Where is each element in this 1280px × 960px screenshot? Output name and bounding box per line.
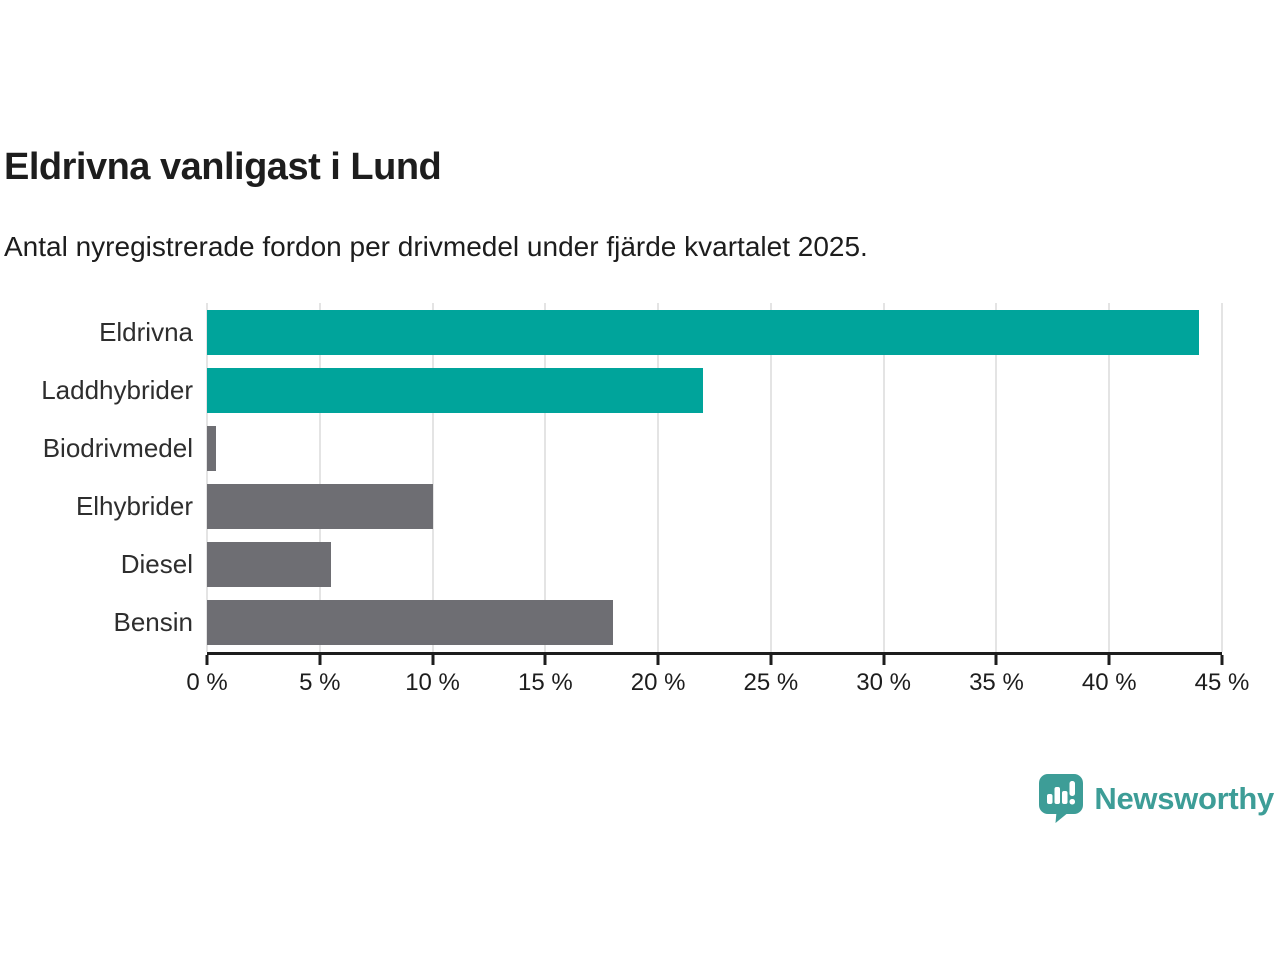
y-axis-label: Bensin <box>113 607 194 638</box>
gridline <box>206 303 208 652</box>
gridline <box>1108 303 1111 652</box>
x-axis-tick <box>318 655 322 665</box>
plot-area: 0 % 5 % 10 % 15 % 20 % 25 % 30 % 35 % 40 % 45 % <box>186 303 1249 696</box>
gridline <box>318 303 321 652</box>
gridline <box>1221 303 1223 652</box>
x-axis-tick-label: 20 % <box>630 669 686 696</box>
y-axis-label: Biodrivmedel <box>42 432 193 463</box>
y-axis-label: Elhybrider <box>75 491 193 522</box>
x-axis-tick-label: 10 % <box>405 669 460 696</box>
chart-title: Eldrivna vanligast i Lund <box>4 146 442 188</box>
bar-biodrivmedel <box>207 425 217 471</box>
x-axis-tick <box>543 655 547 665</box>
x-axis-tick <box>656 655 660 665</box>
x-axis-tick <box>994 655 998 665</box>
bar-diesel <box>207 542 332 588</box>
x-axis-tick-label: 30 % <box>856 669 912 696</box>
x-axis-tick <box>431 655 435 665</box>
y-axis-label: Eldrivna <box>99 316 193 347</box>
bar-elhybrider <box>207 484 433 530</box>
x-axis-tick <box>882 655 886 665</box>
y-axis-label: Diesel <box>120 549 193 580</box>
bar-laddhybrider <box>207 367 704 413</box>
x-axis-tick <box>205 655 209 665</box>
gridline <box>657 303 660 652</box>
x-axis-tick <box>769 655 773 665</box>
bar-bensin <box>207 600 613 646</box>
gridline <box>769 303 772 652</box>
x-axis-tick-label: 0 % <box>186 669 228 696</box>
x-axis-tick <box>1220 655 1224 665</box>
chart-subtitle: Antal nyregistrerade fordon per drivmede… <box>4 231 868 262</box>
x-axis-tick-label: 5 % <box>299 669 341 696</box>
gridline <box>544 303 547 652</box>
x-axis-tick-label: 40 % <box>1081 669 1137 696</box>
x-axis-tick-label: 15 % <box>517 669 573 696</box>
y-axis-labels: Eldrivna Laddhybrider Biodrivmedel Elhybrid… <box>0 303 193 652</box>
gridline <box>995 303 998 652</box>
x-axis-tick-label: 35 % <box>969 669 1024 696</box>
newsworthy-logo-icon <box>1039 774 1084 823</box>
y-axis-label: Laddhybrider <box>41 374 193 405</box>
bar-eldrivna <box>207 309 1200 355</box>
x-axis-tick-label: 45 % <box>1194 669 1250 696</box>
x-axis-tick-label: 25 % <box>743 669 799 696</box>
x-axis-tick <box>1107 655 1111 665</box>
gridline <box>882 303 885 652</box>
gridline <box>431 303 434 652</box>
newsworthy-logo-text: Newsworthy <box>1094 780 1274 816</box>
newsworthy-branding: Newsworthy <box>1039 774 1274 823</box>
